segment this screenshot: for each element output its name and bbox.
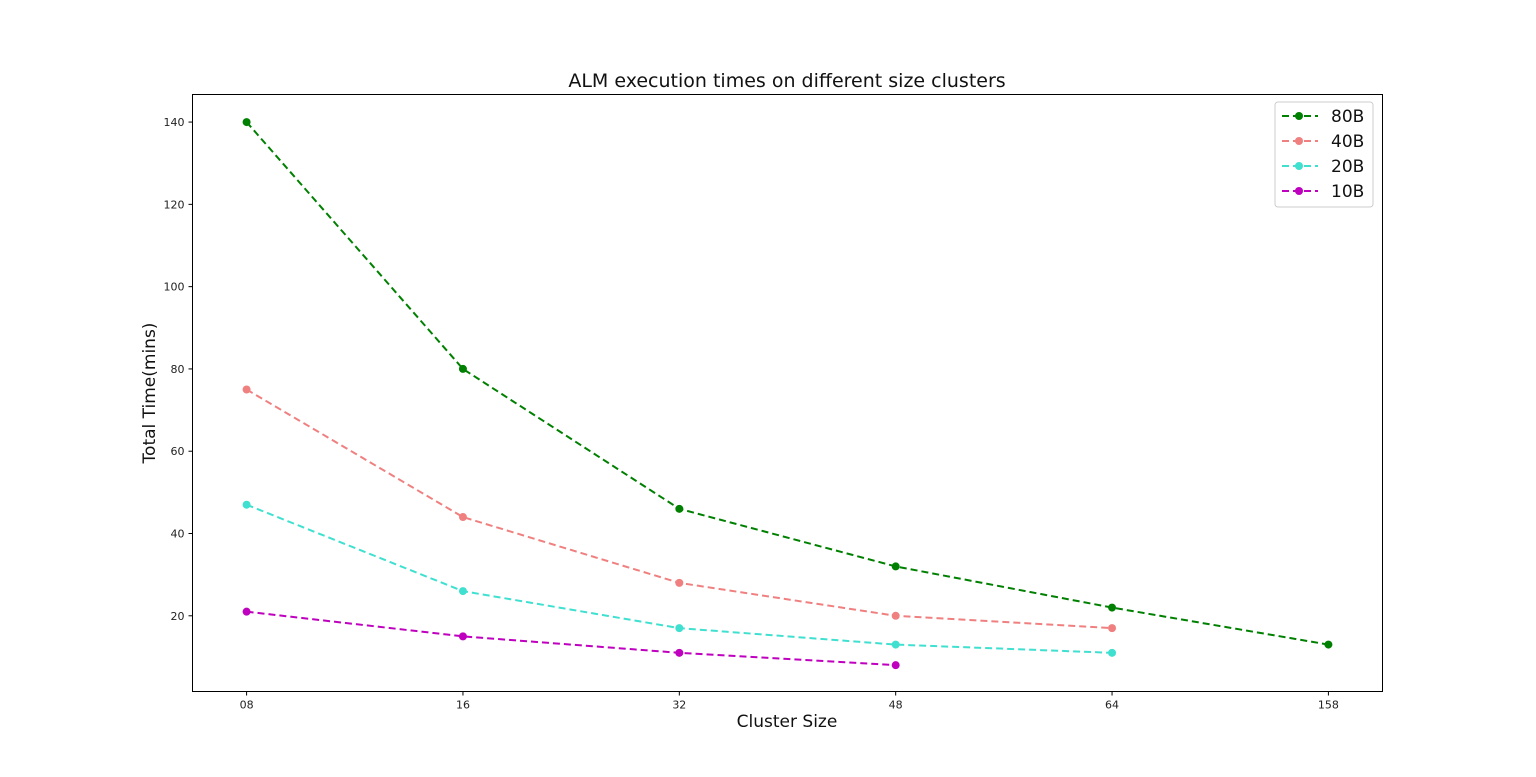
series-line [246, 610, 896, 667]
y-tick-label: 20 [171, 610, 185, 623]
x-tick-label: 158 [1318, 699, 1339, 712]
y-ticks: 20 40 60 80 100 120 140 [164, 116, 193, 623]
data-point [1108, 624, 1117, 633]
series-40B [242, 385, 1117, 633]
y-tick-label: 120 [164, 198, 185, 211]
legend-box [1274, 101, 1374, 208]
y-tick-label: 100 [164, 281, 185, 294]
data-point [675, 578, 684, 587]
data-point [458, 587, 467, 596]
data-point [891, 562, 900, 571]
data-point [891, 611, 900, 620]
series-10B [242, 607, 900, 670]
legend-label: 10B [1331, 182, 1364, 202]
legend-item: 10B [1282, 182, 1364, 202]
x-tick-label: 64 [1105, 699, 1119, 712]
legend-label: 20B [1331, 157, 1364, 177]
legend-item: 40B [1282, 132, 1364, 152]
data-point [891, 640, 900, 649]
data-point [242, 607, 251, 616]
series-group [242, 118, 1333, 670]
legend-label: 40B [1331, 132, 1364, 152]
series-line [245, 121, 1329, 646]
series-20B [242, 500, 1117, 657]
x-tick-label: 08 [240, 699, 254, 712]
data-point [458, 364, 467, 373]
data-point [242, 500, 251, 509]
x-tick-label: 48 [889, 699, 903, 712]
legend-marker [1295, 137, 1303, 145]
chart-title: ALM execution times on different size cl… [568, 70, 1005, 92]
legend-marker [1295, 112, 1303, 120]
legend-item: 80B [1282, 107, 1364, 127]
data-point [458, 632, 467, 641]
data-point [675, 648, 684, 657]
x-tick-label: 32 [672, 699, 686, 712]
legend-marker [1295, 162, 1303, 170]
series-80B [242, 118, 1333, 649]
y-axis-label: Total Time(mins) [140, 323, 160, 465]
data-point [458, 513, 467, 522]
x-ticks: 08 16 32 48 64 158 [240, 691, 1339, 712]
data-point [1108, 648, 1117, 657]
y-tick-label: 140 [164, 116, 185, 129]
y-tick-label: 40 [171, 528, 185, 541]
data-point [1108, 603, 1117, 612]
plot-area [192, 94, 1383, 692]
y-tick-label: 80 [171, 363, 185, 376]
data-point [242, 385, 251, 394]
legend-marker [1295, 187, 1303, 195]
legend-item: 20B [1282, 157, 1364, 177]
data-point [242, 118, 251, 127]
x-axis-label: Cluster Size [737, 712, 838, 732]
data-point [1324, 640, 1333, 649]
y-tick-label: 60 [171, 445, 185, 458]
legend: 80B 40B 20B 10B [1274, 101, 1374, 208]
data-point [891, 661, 900, 670]
legend-label: 80B [1331, 107, 1364, 127]
data-point [675, 504, 684, 513]
data-point [675, 624, 684, 633]
x-tick-label: 16 [456, 699, 470, 712]
